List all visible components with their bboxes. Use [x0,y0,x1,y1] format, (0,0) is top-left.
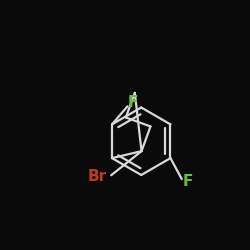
Text: F: F [183,174,193,189]
Text: Br: Br [88,169,107,184]
Text: F: F [127,95,138,110]
